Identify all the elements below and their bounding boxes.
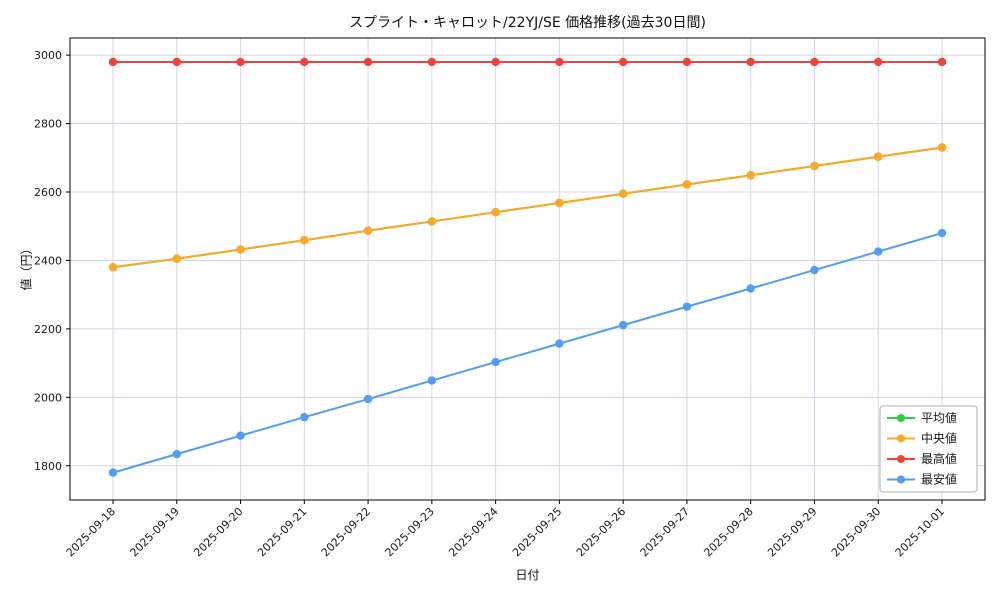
data-point-marker (810, 161, 819, 171)
data-point-marker (937, 143, 947, 152)
y-tick-label: 2800 (34, 118, 62, 131)
legend-marker (897, 455, 905, 463)
data-point-marker (682, 302, 692, 311)
x-tick-label: 2025-09-20 (191, 505, 245, 559)
y-axis-label: 値（円） (19, 242, 34, 291)
data-point-marker (491, 207, 500, 217)
data-point-marker (618, 189, 628, 198)
x-tick-label: 2025-09-18 (64, 505, 118, 559)
data-point-marker (555, 57, 564, 67)
data-point-marker (108, 57, 118, 67)
x-tick-label: 2025-09-26 (574, 505, 628, 559)
series-path (112, 232, 943, 474)
data-point-marker (746, 57, 755, 67)
data-point-marker (555, 198, 564, 208)
data-point-marker (874, 247, 883, 256)
chart-title: スプライト・キャロット/22YJ/SE 価格推移(過去30日間) (349, 15, 706, 31)
data-point-marker (108, 468, 118, 477)
data-point-marker (618, 57, 628, 67)
data-point-marker (874, 152, 883, 161)
series-line-1 (108, 143, 947, 272)
data-point-marker (172, 254, 181, 263)
data-point-marker (427, 217, 437, 226)
data-point-marker (746, 171, 755, 180)
legend-marker (897, 414, 905, 422)
legend-label: 最高値 (921, 451, 957, 466)
data-point-marker (937, 228, 947, 238)
series-path (112, 146, 943, 269)
data-point-marker (746, 284, 755, 293)
x-tick-label: 2025-09-29 (765, 505, 819, 559)
data-point-marker (300, 236, 309, 245)
data-point-marker (172, 449, 181, 459)
x-tick-label: 2025-09-21 (255, 505, 309, 559)
legend-entry: 最安値 (887, 472, 957, 487)
y-tick-label: 2000 (34, 391, 62, 404)
data-point-marker (682, 57, 692, 67)
data-point-marker (618, 320, 628, 330)
x-tick-label: 2025-09-19 (127, 505, 181, 559)
data-point-marker (172, 57, 181, 67)
legend-label: 平均値 (921, 410, 957, 425)
legend-entry: 最高値 (887, 451, 957, 466)
data-point-marker (363, 394, 373, 404)
legend-label: 中央値 (921, 431, 957, 446)
data-point-marker (427, 376, 437, 385)
data-point-marker (874, 57, 883, 67)
legend-marker (897, 475, 905, 484)
legend-label: 最安値 (921, 472, 957, 487)
data-point-marker (300, 57, 309, 67)
y-tick-label: 1800 (34, 460, 62, 473)
data-point-marker (236, 57, 245, 67)
y-tick-label: 2400 (34, 254, 62, 267)
data-point-marker (236, 245, 245, 254)
data-point-marker (236, 431, 245, 440)
legend-entry: 中央値 (887, 431, 957, 446)
x-tick-label: 2025-09-27 (638, 505, 692, 559)
axis-ticks (66, 54, 943, 504)
x-tick-label: 2025-10-01 (893, 505, 947, 559)
legend-box (879, 405, 978, 493)
x-tick-label: 2025-09-24 (446, 505, 500, 559)
legend-marker (897, 434, 905, 443)
data-point-marker (363, 57, 373, 67)
x-tick-label: 2025-09-28 (701, 505, 755, 559)
data-point-marker (491, 357, 500, 367)
plot-background (70, 38, 985, 500)
x-tick-label: 2025-09-22 (319, 505, 373, 559)
x-tick-label: 2025-09-30 (829, 505, 883, 559)
data-point-marker (363, 226, 373, 235)
y-tick-label: 3000 (34, 49, 62, 62)
data-point-marker (555, 339, 564, 348)
data-point-marker (108, 263, 118, 272)
data-point-marker (682, 180, 692, 189)
data-point-marker (491, 57, 500, 67)
series-line-3 (108, 228, 947, 477)
series-line-2 (108, 57, 947, 67)
y-tick-label: 2600 (34, 186, 62, 199)
plot-border (69, 37, 986, 501)
data-point-marker (810, 57, 819, 67)
legend-entry: 平均値 (887, 410, 957, 425)
data-point-marker (427, 57, 437, 67)
data-point-marker (937, 57, 947, 67)
data-point-marker (810, 265, 819, 275)
data-point-marker (300, 412, 309, 422)
x-tick-label: 2025-09-25 (510, 505, 564, 559)
x-tick-label: 2025-09-23 (383, 505, 437, 559)
x-axis-label: 日付 (515, 568, 540, 582)
y-tick-label: 2200 (34, 323, 62, 336)
